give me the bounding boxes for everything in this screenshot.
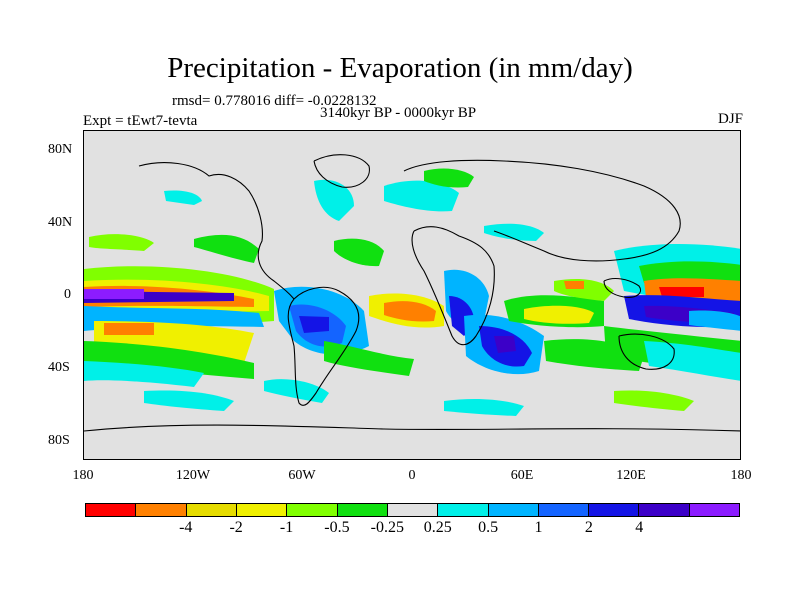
x-tick-label: 0 bbox=[408, 468, 416, 483]
colorbar-box bbox=[589, 504, 640, 516]
colorbar bbox=[85, 503, 740, 517]
x-tick-label: 120E bbox=[616, 468, 646, 483]
colorbar-box bbox=[387, 504, 439, 516]
colorbar-box bbox=[86, 504, 137, 516]
figure-title: Precipitation - Evaporation (in mm/day) bbox=[167, 52, 633, 84]
x-tick-label: 180 bbox=[730, 468, 752, 483]
y-tick-label: 40N bbox=[48, 215, 73, 230]
stats-text: rmsd= 0.778016 diff= -0.0228132 bbox=[172, 93, 377, 109]
map-panel bbox=[83, 130, 741, 460]
y-tick-label: 80S bbox=[48, 433, 70, 448]
experiment-text: Expt = tEwt7-tevta bbox=[83, 113, 198, 129]
x-tick-label: 120W bbox=[175, 468, 211, 483]
y-tick-label: 80N bbox=[48, 142, 73, 157]
y-tick-label: 40S bbox=[48, 360, 70, 375]
colorbar-box bbox=[337, 504, 388, 516]
colorbar-box bbox=[538, 504, 590, 516]
colorbar-label: -0.25 bbox=[370, 519, 404, 536]
colorbar-box bbox=[438, 504, 489, 516]
colorbar-box bbox=[186, 504, 237, 516]
colorbar-box bbox=[287, 504, 338, 516]
colorbar-label: 1 bbox=[534, 519, 543, 536]
colorbar-box bbox=[236, 504, 288, 516]
x-tick-label: 60W bbox=[288, 468, 316, 483]
colorbar-label: 0.25 bbox=[423, 519, 452, 536]
colorbar-label: -0.5 bbox=[324, 519, 350, 536]
colorbar-label: -4 bbox=[179, 519, 193, 536]
y-tick-label: 0 bbox=[64, 287, 71, 302]
colorbar-label: 4 bbox=[635, 519, 644, 536]
season-text: DJF bbox=[717, 111, 743, 127]
colorbar-label: 2 bbox=[584, 519, 593, 536]
map-svg bbox=[84, 131, 740, 459]
colorbar-box bbox=[689, 504, 740, 516]
period-text: 3140kyr BP - 0000kyr BP bbox=[320, 105, 477, 121]
x-tick-label: 180 bbox=[72, 468, 94, 483]
colorbar-label: -2 bbox=[229, 519, 243, 536]
colorbar-label: 0.5 bbox=[478, 519, 499, 536]
colorbar-box bbox=[639, 504, 690, 516]
colorbar-box bbox=[136, 504, 187, 516]
colorbar-label: -1 bbox=[279, 519, 294, 536]
colorbar-box bbox=[488, 504, 539, 516]
x-tick-label: 60E bbox=[510, 468, 534, 483]
